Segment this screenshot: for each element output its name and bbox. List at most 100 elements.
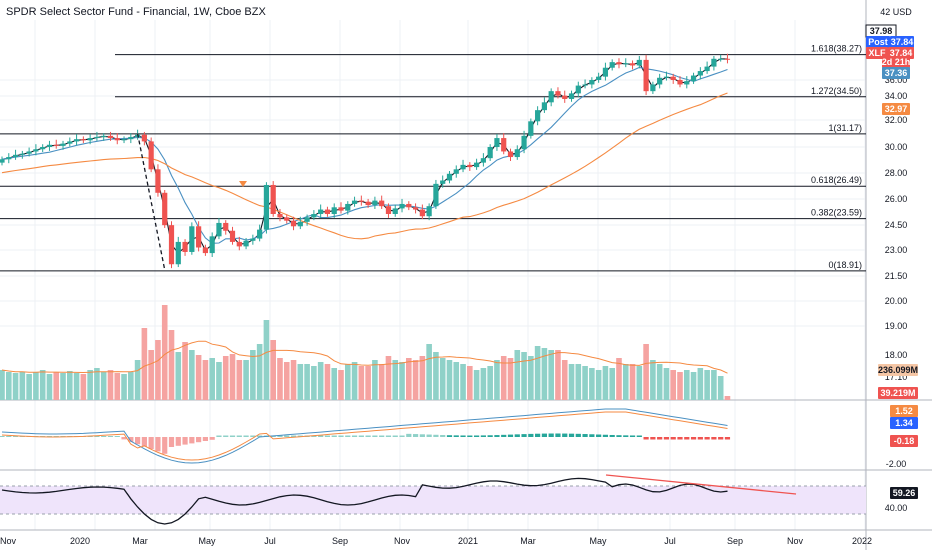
candle-body [575,85,581,94]
badge-post-label: Post [868,37,888,47]
price-axis-label: 24.50 [885,220,908,230]
time-axis-label: Jul [664,536,676,546]
volume-bar [46,374,53,400]
volume-bar [60,373,66,400]
candle-body [426,206,432,217]
macd-histogram-bar [168,437,175,447]
time-axis-label: May [589,536,607,546]
time-axis-label: Nov [0,536,16,546]
macd-histogram-bar [623,435,629,437]
macd-histogram-bar [324,435,331,437]
macd-histogram-bar [704,437,710,440]
volume-bar [168,330,175,400]
macd-histogram-bar [657,437,663,440]
candle-body [6,157,12,160]
volume-bar [724,396,731,400]
volume-bar [656,364,663,400]
badge-macd-hist: -0.18 [894,436,915,446]
time-axis-label: May [198,536,216,546]
volume-bar [636,366,643,400]
volume-bar [121,374,127,400]
candle-body [26,151,32,154]
macd-histogram-bar [379,435,385,437]
volume-bar [229,354,236,400]
macd-histogram-bar [121,437,127,440]
macd-histogram-bar [419,434,425,437]
macd-histogram-bar [345,435,351,437]
badge-rsi: 59.26 [893,488,916,498]
candle-body [385,206,392,214]
candle-body [243,240,249,247]
badge-ma-slow-bg [882,103,910,115]
chart-title: SPDR Select Sector Fund - Financial, 1W,… [6,6,266,18]
volume-bar [141,328,148,400]
volume-bar [277,358,283,400]
fib-level-label: 1.618(38.27) [811,44,862,54]
candle-body [94,136,100,139]
volume-bar [500,356,507,400]
volume-bar [372,360,378,400]
macd-histogram-bar [175,437,181,446]
macd-histogram-bar [372,435,378,437]
candle-body [318,209,324,214]
volume-bar [351,362,358,400]
candle-body [19,153,25,155]
volume-bar [439,358,446,400]
volume-bar [270,340,276,400]
volume-bar [548,350,554,400]
candle-body [521,135,527,150]
candle-body [663,76,670,78]
candle-body [629,63,636,66]
candle-body [433,183,439,207]
candle-body [141,134,147,142]
macd-histogram-bar [229,435,236,437]
volume-bar [87,370,93,400]
volume-bar [297,364,304,400]
macd-histogram-bar [250,435,256,437]
volume-bar [677,372,683,400]
macd-histogram-bar [284,435,290,437]
candle-body [236,241,242,247]
volume-bar [460,364,466,400]
candle-body [60,143,66,146]
annotations [136,133,247,270]
volume-bar [622,364,629,400]
macd-histogram-bar [541,433,547,437]
candle-body [46,144,53,147]
volume-bar [399,362,405,400]
volume-bar [290,360,297,400]
candle-body [311,214,317,218]
candle-body [128,136,134,140]
rsi-axis-label: 40.00 [885,503,908,513]
macd-histogram-bar [650,437,656,440]
candle-body [501,138,507,152]
candle-body [304,217,310,222]
badge-symbol-bg [866,47,888,59]
macd-histogram-bar [290,435,297,437]
candle-body [636,59,642,66]
volume-bar [670,370,677,400]
volume-bar [453,362,460,400]
candle-body [114,138,120,141]
macd-histogram-bar [162,437,168,454]
fib-level-label: 0.382(23.59) [811,208,862,218]
candle-body [467,164,473,168]
macd-histogram-bar [412,434,419,437]
rsi-pane [0,474,866,525]
candle-body [480,158,486,163]
volume-bar [643,344,649,400]
volume-bar [311,366,317,400]
badge-countdown-bg [882,56,910,68]
badge-high-bg [866,25,896,37]
macd-histogram-bar [670,437,676,440]
candle-body [528,121,534,136]
volume-bar [392,360,399,400]
candle-body [67,141,73,144]
candle-body [209,236,215,254]
candle-body [589,80,595,85]
badge-high: 37.98 [870,26,893,36]
candle-body [223,222,229,231]
macd-histogram-bar [724,437,731,440]
fib-levels: 1.618(38.27) 1.272(34.50) 1(31.17) 0.618(26… [0,44,866,272]
